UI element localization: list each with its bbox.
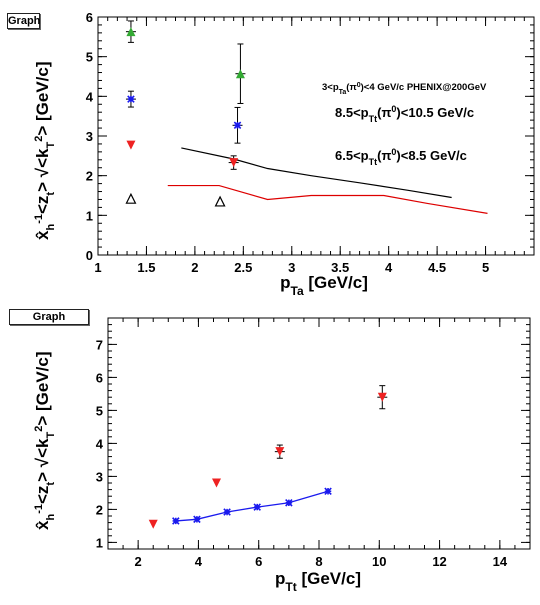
marker-star — [233, 121, 242, 130]
marker-star — [285, 499, 293, 507]
plot-frame — [107, 317, 531, 550]
x-tick-label: 2 — [135, 554, 142, 569]
y-tick-label: 1 — [86, 208, 93, 223]
x-tick-label: 4 — [195, 554, 203, 569]
plot-frame — [97, 16, 535, 256]
y-tick-label: 5 — [86, 50, 93, 65]
marker-triangle-down — [275, 447, 285, 457]
x-axis-title: pTt [GeV/c] — [275, 569, 361, 594]
annotation-text: 8.5<pTt(π0)<10.5 GeV/c — [335, 104, 474, 124]
x-tick-label: 10 — [372, 554, 386, 569]
marker-star — [127, 95, 135, 103]
y-tick-label: 5 — [96, 403, 103, 418]
x-tick-label: 2 — [191, 260, 198, 275]
x-tick-label: 3 — [288, 260, 295, 275]
marker-star — [223, 508, 231, 516]
y-tick-label: 6 — [86, 10, 93, 25]
marker-star — [324, 487, 332, 496]
marker-triangle-up-open — [214, 195, 226, 207]
x-tick-label: 12 — [432, 554, 446, 569]
series-line — [175, 490, 329, 522]
marker-triangle-up-open — [125, 192, 137, 204]
x-tick-label: 4.5 — [428, 260, 446, 275]
marker-triangle-down — [377, 392, 387, 402]
y-tick-label: 3 — [86, 129, 93, 144]
x-tick-label: 3.5 — [331, 260, 349, 275]
marker-triangle-up — [235, 69, 245, 79]
model-curve — [167, 184, 488, 214]
marker-triangle-down — [212, 478, 222, 488]
y-tick-label: 3 — [96, 469, 103, 484]
graph-title-tag: Graph — [9, 309, 89, 325]
y-tick-label: 0 — [86, 248, 93, 263]
x-axis-title: pTa [GeV/c] — [280, 273, 368, 298]
y-axis-title: x̂h-1<zt> √<kT2> [GeV/c] — [33, 352, 57, 531]
x-tick-label: 6 — [255, 554, 262, 569]
marker-triangle-down — [126, 140, 136, 150]
marker-star — [253, 503, 261, 511]
marker-triangle-down — [148, 519, 158, 529]
y-axis-title: x̂h-1<zt> √<kT2> [GeV/c] — [33, 62, 57, 241]
annotation-text: 6.5<pTt(π0)<8.5 GeV/c — [335, 147, 467, 167]
x-tick-label: 1 — [94, 260, 101, 275]
marker-triangle-down — [229, 158, 239, 168]
y-tick-label: 7 — [96, 337, 103, 352]
x-tick-label: 1.5 — [137, 260, 155, 275]
y-tick-label: 4 — [86, 89, 94, 104]
x-tick-label: 14 — [493, 554, 508, 569]
x-tick-label: 4 — [385, 260, 393, 275]
y-tick-label: 1 — [96, 535, 103, 550]
marker-triangle-up — [126, 27, 136, 37]
x-tick-label: 2.5 — [234, 260, 252, 275]
y-tick-label: 2 — [86, 169, 93, 184]
marker-star — [172, 517, 180, 525]
x-tick-label: 8 — [315, 554, 322, 569]
annotation-text: 3<pTa(π0)<4 GeV/c PHENIX@200GeV — [322, 82, 487, 96]
graph-title-tag: Graph — [7, 13, 41, 29]
y-tick-label: 6 — [96, 370, 103, 385]
marker-star — [193, 515, 201, 524]
y-tick-label: 4 — [96, 436, 104, 451]
y-tick-label: 2 — [96, 502, 103, 517]
x-tick-label: 5 — [482, 260, 489, 275]
